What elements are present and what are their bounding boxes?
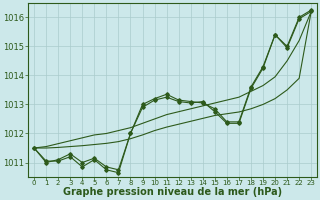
X-axis label: Graphe pression niveau de la mer (hPa): Graphe pression niveau de la mer (hPa): [63, 187, 282, 197]
